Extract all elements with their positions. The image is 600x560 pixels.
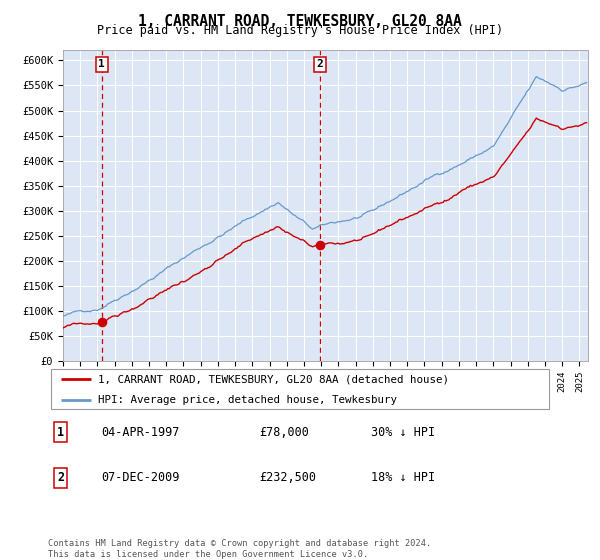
Text: 2: 2 — [316, 59, 323, 69]
Text: 18% ↓ HPI: 18% ↓ HPI — [371, 471, 434, 484]
Text: Price paid vs. HM Land Registry's House Price Index (HPI): Price paid vs. HM Land Registry's House … — [97, 24, 503, 36]
Text: 1, CARRANT ROAD, TEWKESBURY, GL20 8AA: 1, CARRANT ROAD, TEWKESBURY, GL20 8AA — [138, 14, 462, 29]
Text: £78,000: £78,000 — [260, 426, 310, 439]
Text: 1: 1 — [57, 426, 64, 439]
Text: 1, CARRANT ROAD, TEWKESBURY, GL20 8AA (detached house): 1, CARRANT ROAD, TEWKESBURY, GL20 8AA (d… — [98, 374, 449, 384]
Text: 04-APR-1997: 04-APR-1997 — [101, 426, 179, 439]
Text: HPI: Average price, detached house, Tewkesbury: HPI: Average price, detached house, Tewk… — [98, 395, 397, 405]
Text: 2: 2 — [57, 471, 64, 484]
Text: Contains HM Land Registry data © Crown copyright and database right 2024.
This d: Contains HM Land Registry data © Crown c… — [48, 539, 431, 559]
Text: 07-DEC-2009: 07-DEC-2009 — [101, 471, 179, 484]
Text: 1: 1 — [98, 59, 105, 69]
Point — [97, 318, 107, 326]
Text: £232,500: £232,500 — [260, 471, 317, 484]
Point — [315, 240, 325, 249]
FancyBboxPatch shape — [50, 369, 550, 409]
Text: 30% ↓ HPI: 30% ↓ HPI — [371, 426, 434, 439]
